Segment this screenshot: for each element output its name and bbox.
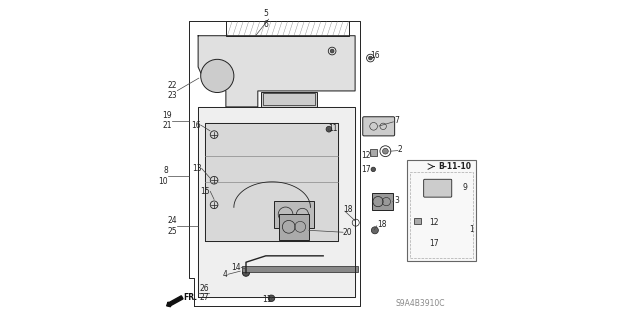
Circle shape xyxy=(326,126,332,132)
Text: 15: 15 xyxy=(200,187,210,196)
Circle shape xyxy=(371,227,378,234)
Circle shape xyxy=(330,49,334,53)
FancyArrow shape xyxy=(166,296,183,307)
Text: 1: 1 xyxy=(469,225,474,234)
Bar xyxy=(370,149,378,156)
Text: 6: 6 xyxy=(264,20,268,29)
Polygon shape xyxy=(198,36,355,107)
Text: 24: 24 xyxy=(168,216,177,225)
Text: 7: 7 xyxy=(394,116,399,125)
Text: 17: 17 xyxy=(362,165,371,174)
Text: 2: 2 xyxy=(398,145,403,154)
Bar xyxy=(407,160,476,261)
Text: 5: 5 xyxy=(264,9,268,18)
Polygon shape xyxy=(205,123,337,241)
Circle shape xyxy=(243,269,250,276)
Text: 3: 3 xyxy=(394,196,399,205)
Circle shape xyxy=(371,167,376,172)
FancyBboxPatch shape xyxy=(363,117,395,136)
Text: 8: 8 xyxy=(163,166,168,175)
Text: 23: 23 xyxy=(168,91,177,100)
Bar xyxy=(372,193,394,210)
Text: 19: 19 xyxy=(163,111,172,120)
Bar xyxy=(279,214,308,240)
Text: 22: 22 xyxy=(168,81,177,90)
Text: 17: 17 xyxy=(429,239,439,248)
Circle shape xyxy=(383,148,388,154)
Circle shape xyxy=(415,240,420,244)
Circle shape xyxy=(201,59,234,93)
Text: 10: 10 xyxy=(158,177,168,186)
Circle shape xyxy=(369,56,372,60)
Text: 16: 16 xyxy=(191,121,200,130)
Text: 25: 25 xyxy=(168,227,177,236)
Text: 12: 12 xyxy=(362,151,371,160)
Bar xyxy=(274,201,314,228)
Text: 18: 18 xyxy=(377,220,387,229)
Text: FR.: FR. xyxy=(184,293,198,302)
Text: 16: 16 xyxy=(371,51,380,60)
Text: 21: 21 xyxy=(163,121,172,130)
Text: B-11-10: B-11-10 xyxy=(438,162,471,171)
Text: 14: 14 xyxy=(231,263,241,272)
Text: 9: 9 xyxy=(463,183,468,192)
Bar xyxy=(262,93,316,105)
Text: 4: 4 xyxy=(223,270,227,279)
Text: 11: 11 xyxy=(328,124,337,133)
Text: 12: 12 xyxy=(429,218,438,227)
Text: 27: 27 xyxy=(200,293,209,302)
Bar xyxy=(226,21,349,36)
Text: 18: 18 xyxy=(343,205,353,214)
Bar xyxy=(242,266,358,272)
Text: 20: 20 xyxy=(343,228,353,237)
Text: 26: 26 xyxy=(200,284,209,293)
Circle shape xyxy=(268,295,275,301)
Text: 11: 11 xyxy=(262,295,271,304)
Text: S9A4B3910C: S9A4B3910C xyxy=(396,299,445,308)
Text: 13: 13 xyxy=(192,164,202,173)
Bar xyxy=(415,218,421,224)
Bar xyxy=(424,204,461,238)
FancyBboxPatch shape xyxy=(424,179,452,197)
Bar xyxy=(261,92,317,107)
Polygon shape xyxy=(198,107,355,297)
